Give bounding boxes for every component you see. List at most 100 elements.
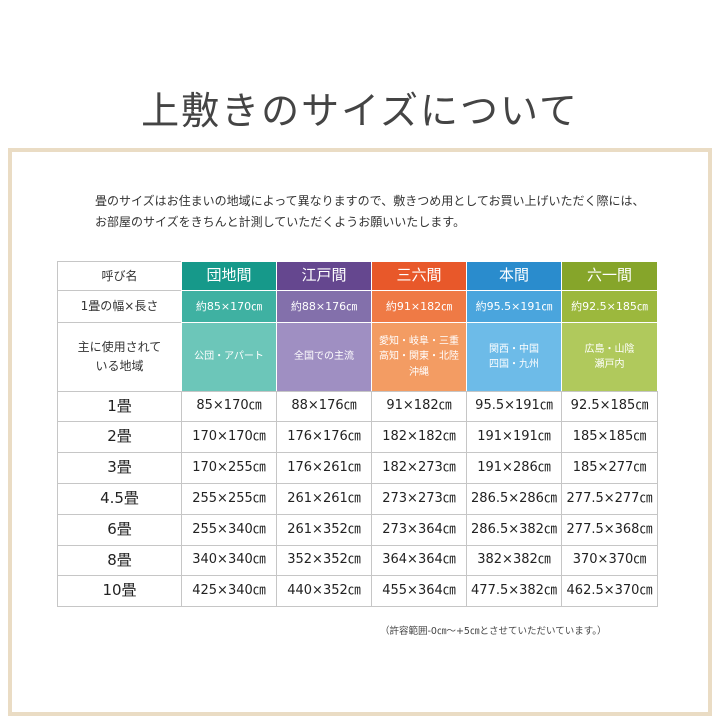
size-cell: 約95.5×191㎝ [466,290,562,323]
cell-text: 273×273㎝ [382,490,456,506]
cell-text: 340×340㎝ [192,552,266,568]
cell-text: 261×261㎝ [287,490,361,506]
cell-text: 本間 [498,266,529,285]
cell-text: 462.5×370㎝ [566,582,653,598]
row-label: 8畳 [57,545,182,576]
cell-text: 4.5畳 [100,489,139,508]
size-value: 286.5×382㎝ [466,514,562,546]
note: （許容範囲-0㎝～+5㎝とさせていただいています。） [380,626,607,637]
size-value: 176×176㎝ [276,421,372,453]
cell-text: 91×182㎝ [386,398,452,414]
header-cell: 呼び名 [57,261,182,291]
cell-text: 沖縄 [409,366,429,378]
region-cell: 全国での主流 [276,322,372,392]
size-value: 462.5×370㎝ [561,575,658,607]
cell-text: 団地間 [206,266,252,285]
size-value: 185×277㎝ [561,452,658,484]
size-value: 182×182㎝ [371,421,467,453]
cell-text: 191×286㎝ [477,459,551,475]
row-label: 1畳 [57,391,182,422]
row-label: 10畳 [57,575,182,607]
size-value: 261×352㎝ [276,514,372,546]
cell-text: 1畳の幅×長さ [80,299,159,314]
size-value: 85×170㎝ [181,391,277,422]
cell-text: 277.5×368㎝ [566,521,653,537]
cell-text: 176×176㎝ [287,428,361,444]
size-value: 273×364㎝ [371,514,467,546]
size-value: 88×176㎝ [276,391,372,422]
size-value: 255×255㎝ [181,483,277,515]
cell-text: 477.5×382㎝ [471,582,557,598]
cell-text: 約95.5×191㎝ [475,299,553,313]
cell-text: 170×255㎝ [192,459,266,475]
cell-text: 呼び名 [101,268,138,283]
region-cell: 関西・中国四国・九州 [466,322,562,392]
size-value: 170×170㎝ [181,421,277,453]
cell-text: 瀬戸内 [594,359,625,370]
cell-text: 全国での主流 [294,351,354,363]
cell-text: 約92.5×185㎝ [571,299,648,313]
header-cell: 本間 [466,261,562,291]
size-value: 176×261㎝ [276,452,372,484]
cell-text: 352×352㎝ [287,552,361,568]
cell-text: 3畳 [107,458,132,477]
size-value: 277.5×368㎝ [561,514,658,546]
size-value: 352×352㎝ [276,545,372,576]
cell-text: 江戸間 [301,266,347,285]
region-cell: 広島・山陰 瀬戸内 [561,322,658,392]
cell-text: 関西・中国 [489,343,539,355]
cell-text: 440×352㎝ [287,582,361,598]
row-label: 2畳 [57,421,182,453]
cell-text: いる地域 [95,359,144,373]
cell-text: 三六間 [396,266,442,285]
cell-text: 185×277㎝ [572,459,647,475]
frame [8,148,712,716]
cell-text: 約91×182㎝ [385,299,453,313]
cell-text: 10畳 [102,581,137,600]
cell-text: 1畳 [107,396,132,415]
cell-text: 364×364㎝ [382,552,456,568]
row-label: 3畳 [57,452,182,484]
size-value: 182×273㎝ [371,452,467,484]
size-value: 370×370㎝ [561,545,658,576]
cell-text: 277.5×277㎝ [566,490,653,506]
size-value: 255×340㎝ [181,514,277,546]
size-value: 261×261㎝ [276,483,372,515]
region-cell: 愛知・岐阜・三重 高知・関東・北陸 沖縄 [371,322,467,392]
size-value: 425×340㎝ [181,575,277,607]
title: 上敷きのサイズについて [141,89,579,133]
cell-text: 455×364㎝ [382,582,456,598]
cell-text: 170×170㎝ [192,428,266,444]
size-cell: 約88×176㎝ [276,290,372,323]
cell-text: 370×370㎝ [572,552,647,568]
cell-text: 425×340㎝ [192,582,266,598]
header-cell: 三六間 [371,261,467,291]
cell-text: 公団・アパート [194,351,264,363]
size-value: 286.5×286㎝ [466,483,562,515]
cell-text: 382×382㎝ [477,552,551,568]
size-value: 477.5×382㎝ [466,575,562,607]
cell-text: 191×191㎝ [477,428,551,444]
size-value: 91×182㎝ [371,391,467,422]
region-cell: 公団・アパート [181,322,277,392]
cell-text: 88×176㎝ [291,398,357,414]
cell-text: 273×364㎝ [382,521,456,537]
cell-text: 約85×170㎝ [195,299,263,313]
header-cell: 団地間 [181,261,277,291]
cell-text: 四国・九州 [489,359,539,370]
size-value: 95.5×191㎝ [466,391,562,422]
size-value: 455×364㎝ [371,575,467,607]
row-label: 6畳 [57,514,182,546]
cell-text: 286.5×286㎝ [471,490,557,506]
size-value: 277.5×277㎝ [561,483,658,515]
cell-text: 261×352㎝ [287,521,361,537]
cell-text: 185×185㎝ [572,428,647,444]
header-cell: 江戸間 [276,261,372,291]
size-cell: 1畳の幅×長さ [57,290,182,323]
cell-text: 高知・関東・北陸 [379,351,459,363]
size-cell: 約85×170㎝ [181,290,277,323]
intro-line: 畳のサイズはお住まいの地域によって異なりますので、敷きつめ用としてお買い上げいた… [95,194,645,208]
cell-text: 8畳 [107,550,132,569]
size-value: 440×352㎝ [276,575,372,607]
cell-text: 主に使用されて [77,340,162,355]
